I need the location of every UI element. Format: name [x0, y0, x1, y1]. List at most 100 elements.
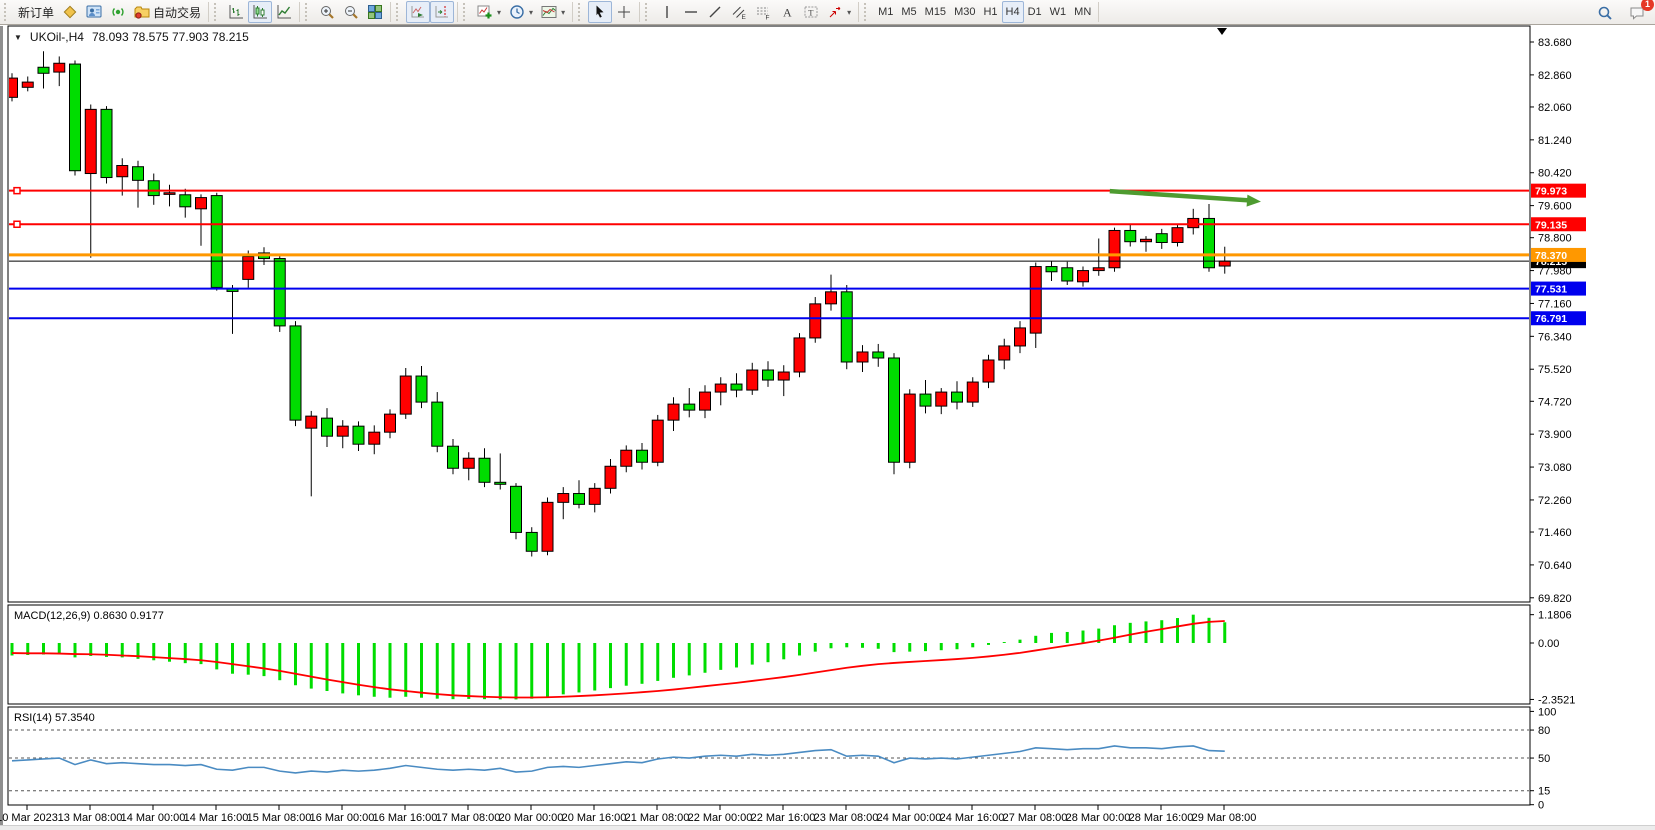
price-axis[interactable]: 83.680 82.860 82.060 81.240 80.420 79.600 78.8…	[1530, 37, 1572, 605]
chart-shift-marker[interactable]	[1217, 28, 1227, 35]
svg-text:80.420: 80.420	[1538, 168, 1572, 180]
timeframe-W1-button[interactable]: W1	[1046, 1, 1071, 23]
price-tag-79.973	[1531, 183, 1586, 198]
new-order-button[interactable]: 新订单	[14, 1, 58, 23]
chart-window-icon	[86, 5, 102, 18]
crosshair-button[interactable]	[612, 1, 636, 23]
zoom-in-button[interactable]	[315, 1, 339, 23]
market-watch-button[interactable]	[82, 1, 106, 23]
status-bar	[0, 825, 1655, 830]
svg-text:28 Mar 16:00: 28 Mar 16:00	[1129, 812, 1194, 824]
timeframe-M30-button[interactable]: M30	[950, 1, 979, 23]
toolbar-grip	[645, 3, 652, 21]
timeframe-H4-button[interactable]: H4	[1001, 1, 1024, 23]
fibonacci-icon: F	[757, 7, 770, 20]
macd-axis[interactable]: 1.1806 0.00 -2.3521	[1530, 610, 1575, 707]
templates-button[interactable]: ▾	[537, 1, 569, 23]
toolbar-grip	[305, 3, 312, 21]
horizontal-line-button[interactable]	[679, 1, 703, 23]
tile-windows-button[interactable]	[363, 1, 387, 23]
timeframe-MN-button[interactable]: MN	[1070, 1, 1095, 23]
macd-label: MACD(12,26,9) 0.8630 0.9177	[14, 610, 164, 622]
svg-text:77.980: 77.980	[1538, 266, 1572, 278]
notifications-button[interactable]: 1	[1625, 0, 1654, 24]
indicators-button[interactable]: ▾	[473, 1, 505, 23]
symbol-ohlc: 78.093 78.575 77.903 78.215	[91, 30, 249, 44]
trendline-button[interactable]	[703, 1, 727, 23]
chevron-down-icon[interactable]: ▾	[561, 7, 566, 17]
svg-text:1.1806: 1.1806	[1538, 610, 1572, 622]
fibonacci-button[interactable]: F	[751, 1, 775, 23]
timeframe-M15-label: M15	[924, 6, 947, 18]
svg-text:79.600: 79.600	[1538, 201, 1572, 213]
metaeditor-button[interactable]	[58, 1, 82, 23]
svg-text:14 Mar 16:00: 14 Mar 16:00	[184, 812, 249, 824]
text-label-button[interactable]: T	[799, 1, 823, 23]
svg-text:17 Mar 08:00: 17 Mar 08:00	[436, 812, 501, 824]
svg-text:E: E	[742, 14, 747, 20]
candles	[9, 51, 1231, 557]
svg-text:100: 100	[1538, 706, 1556, 718]
timeframe-H1-label: H1	[983, 6, 998, 18]
chevron-down-icon[interactable]: ▾	[497, 7, 502, 17]
auto-scroll-button[interactable]	[406, 1, 431, 23]
indicators-icon	[477, 5, 492, 19]
svg-text:79.135: 79.135	[1535, 219, 1567, 231]
symbol-dropdown-icon[interactable]: ▼	[14, 32, 22, 42]
chevron-down-icon[interactable]: ▾	[847, 7, 852, 17]
svg-text:29 Mar 08:00: 29 Mar 08:00	[1192, 812, 1257, 824]
signals-button[interactable]	[106, 1, 130, 23]
arrows-button[interactable]: ▾	[823, 1, 855, 23]
timeframe-M15-button[interactable]: M15	[921, 1, 950, 23]
rsi-pane[interactable]	[7, 706, 1531, 806]
chart-line-button[interactable]	[272, 1, 296, 23]
toolbar-separator	[858, 2, 860, 22]
svg-text:50: 50	[1538, 753, 1550, 765]
zoom-out-button[interactable]	[339, 1, 363, 23]
new-order-label: 新订单	[18, 5, 55, 20]
hline-handle[interactable]	[13, 220, 21, 229]
toolbar-grip	[463, 3, 470, 21]
svg-text:69.820: 69.820	[1538, 593, 1572, 605]
price-tag-76.791	[1531, 311, 1586, 326]
hline-handle[interactable]	[13, 186, 21, 195]
timeframe-H1-button[interactable]: H1	[979, 1, 1001, 23]
chevron-down-icon[interactable]: ▾	[529, 7, 534, 17]
timeframe-D1-button[interactable]: D1	[1024, 1, 1046, 23]
chart-candles-button[interactable]	[248, 1, 273, 23]
toolbar-grip	[4, 3, 11, 21]
chart-bars-button[interactable]	[224, 1, 248, 23]
toolbar-grip	[864, 3, 871, 21]
timeframe-M1-button[interactable]: M1	[874, 1, 897, 23]
chart-shift-button[interactable]	[430, 1, 455, 23]
vertical-line-icon	[666, 6, 668, 18]
toolbar-separator	[639, 2, 641, 22]
trend-arrow-annotation[interactable]	[1109, 188, 1261, 207]
svg-text:71.460: 71.460	[1538, 527, 1572, 539]
svg-text:15 Mar 08:00: 15 Mar 08:00	[247, 812, 312, 824]
notification-badge: 1	[1641, 0, 1654, 11]
chart-symbol-title: ▼ UKOil-,H4 78.093 78.575 77.903 78.215	[14, 30, 249, 44]
svg-text:28 Mar 00:00: 28 Mar 00:00	[1066, 812, 1131, 824]
periods-icon	[510, 5, 524, 19]
toolbar-separator	[572, 2, 574, 22]
auto-trading-button[interactable]: 自动交易	[130, 1, 205, 23]
price-pane[interactable]	[7, 25, 1531, 603]
svg-text:14 Mar 00:00: 14 Mar 00:00	[121, 812, 186, 824]
timeframe-H4-label: H4	[1005, 6, 1020, 18]
equidistant-channel-button[interactable]: E	[727, 1, 751, 23]
timeframe-M5-button[interactable]: M5	[897, 1, 920, 23]
search-button[interactable]	[1593, 2, 1617, 24]
cursor-button[interactable]	[588, 1, 613, 23]
svg-text:78.370: 78.370	[1535, 250, 1567, 262]
periods-button[interactable]: ▾	[505, 1, 537, 23]
text-button[interactable]: A	[775, 1, 799, 23]
zoom-in-icon	[321, 6, 334, 19]
equidistant-channel-icon: E	[732, 6, 747, 20]
vertical-line-button[interactable]	[655, 1, 679, 23]
rsi-axis[interactable]: 100 80 50 15 0	[1530, 706, 1556, 812]
